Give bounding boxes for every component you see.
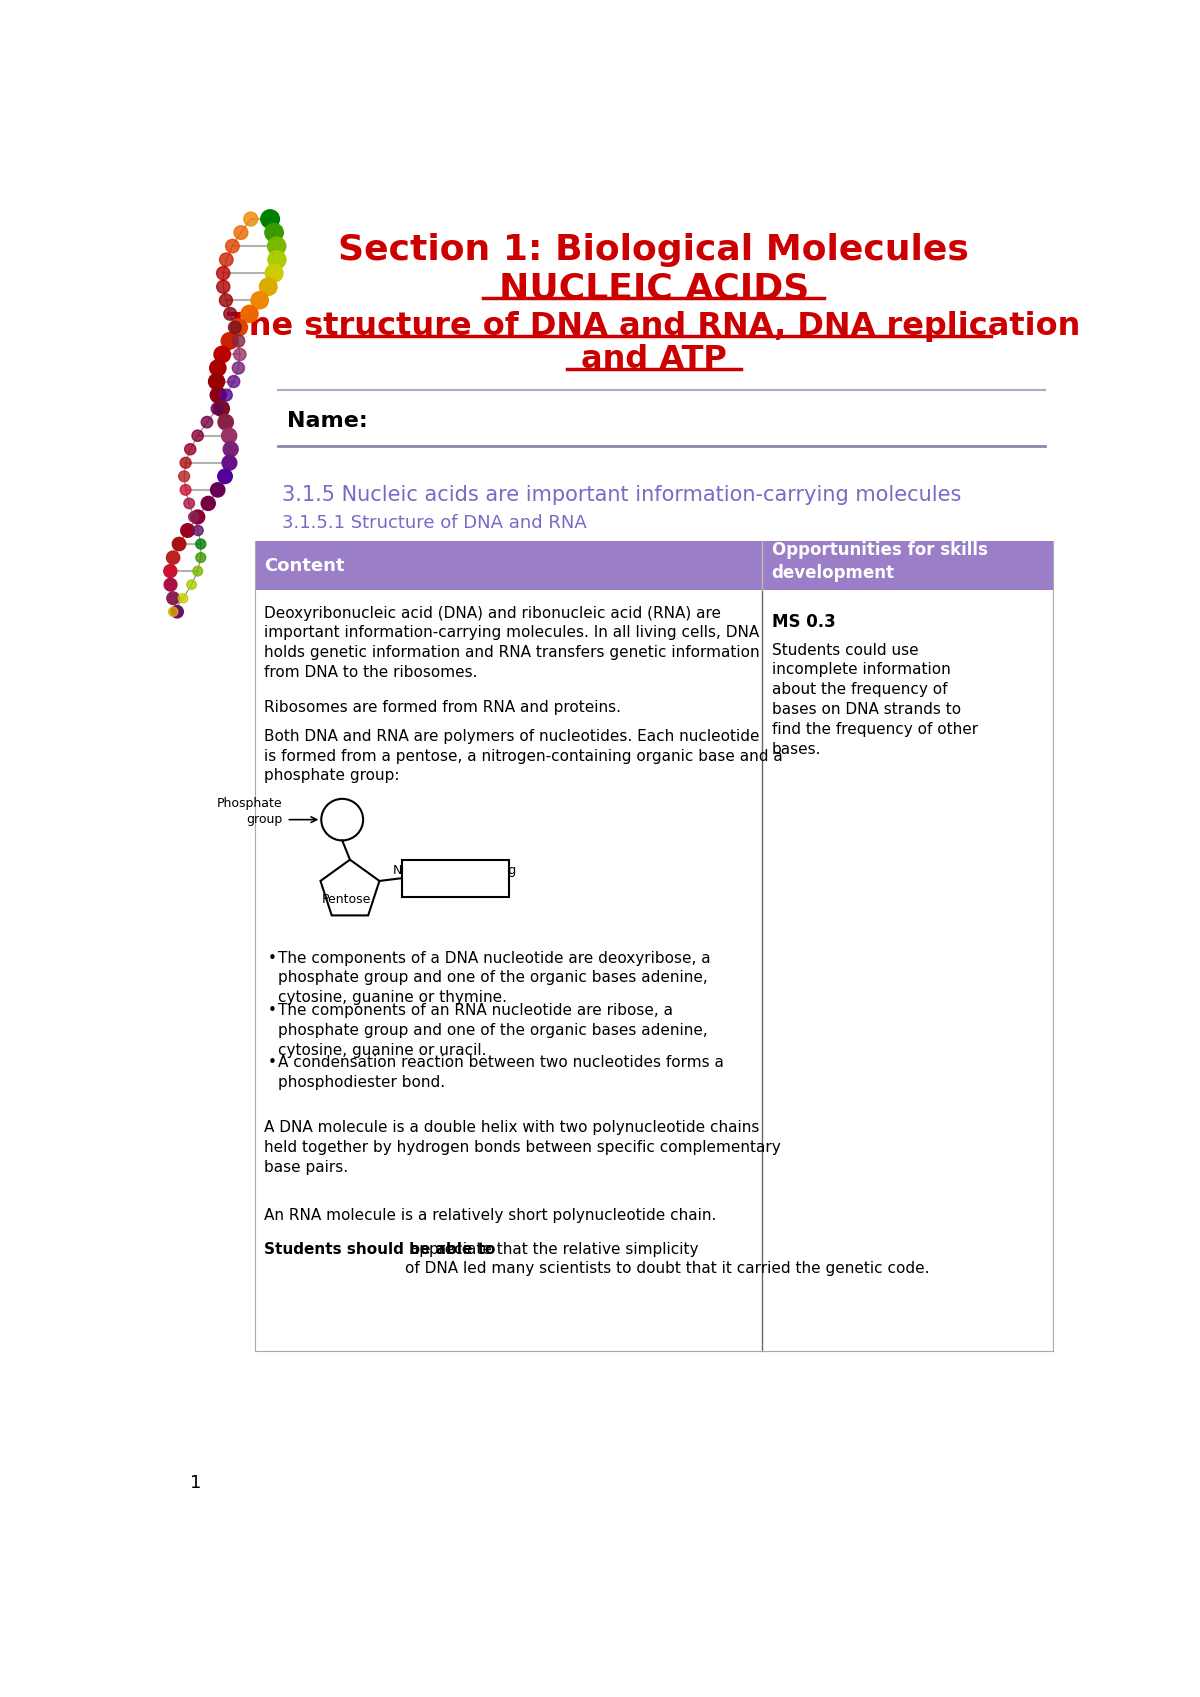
Text: Content: Content [264,557,344,575]
Circle shape [180,485,191,496]
Circle shape [221,333,238,350]
Bar [254,541,1052,591]
Circle shape [268,238,286,255]
Circle shape [223,307,236,321]
Circle shape [265,265,283,282]
Circle shape [260,210,280,229]
Circle shape [173,538,186,552]
Text: The components of a DNA nucleotide are deoxyribose, a
phosphate group and one of: The components of a DNA nucleotide are d… [278,950,710,1005]
Circle shape [185,443,196,455]
Circle shape [223,441,238,456]
Circle shape [167,552,180,563]
Circle shape [230,319,247,336]
Text: Deoxyribonucleic acid (DNA) and ribonucleic acid (RNA) are
important information: Deoxyribonucleic acid (DNA) and ribonucl… [264,606,760,680]
Circle shape [217,468,233,484]
Circle shape [259,278,277,295]
Circle shape [193,526,203,536]
Circle shape [168,608,178,616]
Circle shape [184,499,194,509]
Circle shape [170,606,184,618]
Text: Ribosomes are formed from RNA and proteins.: Ribosomes are formed from RNA and protei… [264,701,620,716]
Text: 3.1.5 Nucleic acids are important information-carrying molecules: 3.1.5 Nucleic acids are important inform… [282,485,961,504]
Circle shape [228,321,241,334]
Text: 1: 1 [191,1475,202,1492]
Circle shape [164,579,176,591]
Circle shape [220,294,233,307]
Circle shape [214,400,229,416]
Circle shape [163,565,176,577]
Text: and ATP: and ATP [581,344,727,375]
Circle shape [228,375,240,387]
Circle shape [218,414,233,429]
Circle shape [216,266,230,280]
Text: MS 0.3: MS 0.3 [772,613,835,631]
Text: 3.1.5.1 Structure of DNA and RNA: 3.1.5.1 Structure of DNA and RNA [282,514,587,533]
Circle shape [210,482,224,497]
Circle shape [221,389,233,400]
Circle shape [179,470,190,482]
Text: Both DNA and RNA are polymers of nucleotides. Each nucleotide
is formed from a p: Both DNA and RNA are polymers of nucleot… [264,728,782,784]
Text: A condensation reaction between two nucleotides forms a
phosphodiester bond.: A condensation reaction between two nucl… [278,1056,724,1089]
Text: Name:: Name: [287,411,368,431]
Circle shape [251,292,269,309]
Text: Opportunities for skills
development: Opportunities for skills development [772,541,988,582]
Text: appreciate that the relative simplicity
of DNA led many scientists to doubt that: appreciate that the relative simplicity … [404,1242,930,1276]
Text: NUCLEIC ACIDS: NUCLEIC ACIDS [498,272,809,305]
Text: •: • [268,1056,277,1071]
Circle shape [210,387,226,402]
Text: Students should be able to: Students should be able to [264,1242,496,1256]
Circle shape [234,348,246,360]
Text: Pentose: Pentose [322,893,371,906]
Circle shape [233,361,245,373]
Circle shape [214,346,230,363]
Circle shape [193,567,203,575]
Circle shape [187,580,197,589]
Text: The components of an RNA nucleotide are ribose, a
phosphate group and one of the: The components of an RNA nucleotide are … [278,1003,708,1057]
Text: An RNA molecule is a relatively short polynucleotide chain.: An RNA molecule is a relatively short po… [264,1208,716,1224]
Text: •: • [268,950,277,966]
Circle shape [209,373,224,390]
Text: Students could use
incomplete information
about the frequency of
bases on DNA st: Students could use incomplete informatio… [772,643,978,757]
Circle shape [265,224,283,241]
Circle shape [181,524,194,538]
Circle shape [179,594,188,602]
Circle shape [232,334,245,348]
Text: A DNA molecule is a double helix with two polynucleotide chains
held together by: A DNA molecule is a double helix with tw… [264,1120,781,1174]
Text: The structure of DNA and RNA, DNA replication: The structure of DNA and RNA, DNA replic… [227,311,1080,343]
Circle shape [226,239,239,253]
Circle shape [202,416,212,428]
Circle shape [180,456,191,468]
Circle shape [188,512,199,523]
Circle shape [211,402,223,414]
Text: •: • [268,1003,277,1018]
Text: Section 1: Biological Molecules: Section 1: Biological Molecules [338,232,970,266]
Circle shape [167,592,180,604]
Circle shape [241,305,258,322]
Bar [402,860,509,896]
Circle shape [196,553,205,562]
Circle shape [217,280,230,294]
Circle shape [268,251,286,268]
Circle shape [222,428,236,443]
Circle shape [210,360,226,377]
Circle shape [222,455,236,470]
Circle shape [244,212,258,226]
Text: Nitrogen-containing
base: Nitrogen-containing base [394,864,517,893]
Text: Phosphate
group: Phosphate group [217,798,282,826]
Circle shape [202,497,215,511]
Circle shape [220,253,233,266]
Circle shape [196,540,205,550]
Circle shape [192,429,203,441]
Circle shape [234,226,248,239]
Circle shape [191,511,205,524]
